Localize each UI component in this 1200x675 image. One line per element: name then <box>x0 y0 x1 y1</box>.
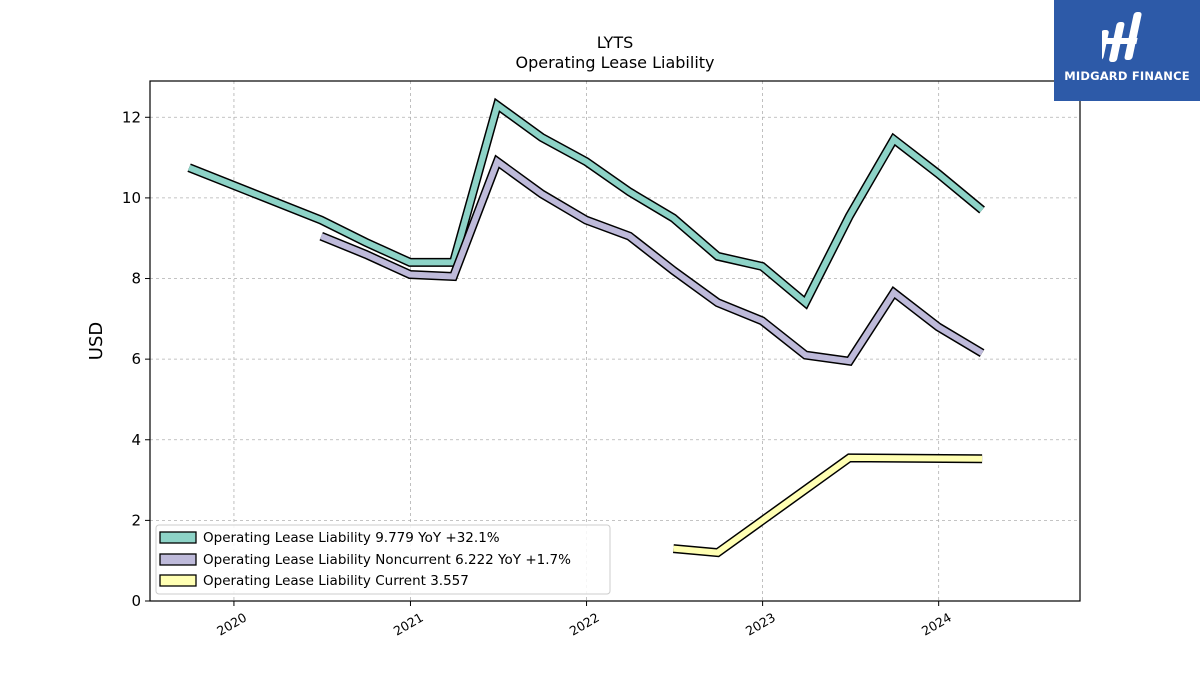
y-tick-label: 0 <box>131 592 141 610</box>
series-line-0 <box>187 100 985 308</box>
brand-name: MIDGARD FINANCE <box>1064 69 1190 83</box>
legend-frame <box>155 524 611 595</box>
legend-swatch-1 <box>159 553 197 566</box>
brand-logo-icon <box>1102 12 1142 62</box>
chart-title: LYTS <box>597 33 634 52</box>
legend-swatch-2 <box>159 574 197 587</box>
x-tick-label: 2024 <box>919 610 954 639</box>
series-line-2 <box>673 454 983 556</box>
legend: Operating Lease Liability 9.779 YoY +32.… <box>155 524 611 595</box>
legend-swatch-0 <box>159 531 197 544</box>
series-lines <box>187 97 985 558</box>
legend-label-0: Operating Lease Liability 9.779 YoY +32.… <box>203 530 500 546</box>
series-line-1 <box>320 156 984 365</box>
x-tick-label: 2021 <box>391 610 426 639</box>
grid <box>150 81 1080 602</box>
plot-frame <box>149 80 1081 602</box>
chart-subtitle: Operating Lease Liability <box>515 53 714 72</box>
y-tick-label: 2 <box>131 511 141 529</box>
series-outline-0 <box>187 97 985 310</box>
y-tick-label: 8 <box>131 270 141 288</box>
brand-logo: MIDGARD FINANCE <box>1054 0 1200 101</box>
y-axis-label: USD <box>86 322 107 360</box>
legend-label-2: Operating Lease Liability Current 3.557 <box>203 573 469 589</box>
y-tick-label: 10 <box>122 189 141 207</box>
y-tick-label: 6 <box>131 350 141 368</box>
x-tick-label: 2023 <box>743 610 778 639</box>
x-tick-label: 2022 <box>567 610 602 639</box>
x-axis-ticks: 2020 2021 2022 2023 2024 <box>214 601 954 639</box>
y-axis-ticks: 0 2 4 6 8 10 12 <box>122 108 150 610</box>
y-tick-label: 4 <box>131 431 141 449</box>
y-tick-label: 12 <box>122 108 141 126</box>
x-tick-label: 2020 <box>214 610 249 639</box>
legend-label-1: Operating Lease Liability Noncurrent 6.2… <box>203 552 571 568</box>
